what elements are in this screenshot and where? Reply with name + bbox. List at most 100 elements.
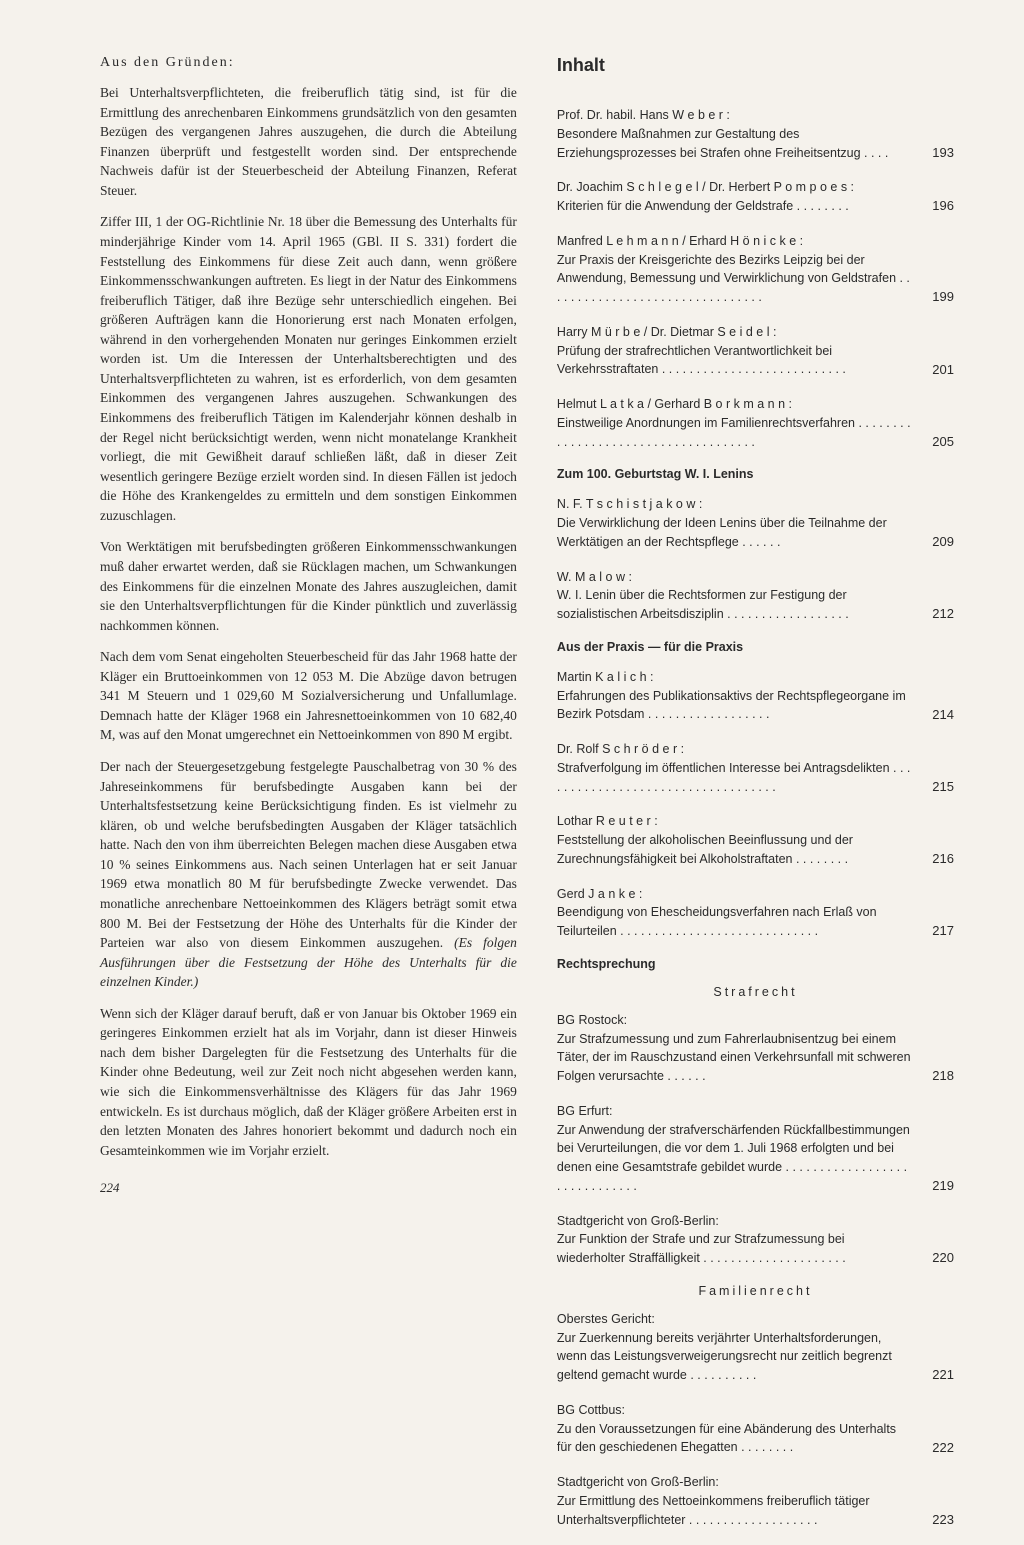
toc-description: Zur Strafzumessung und zum Fahrerlaubnis… (557, 1030, 914, 1086)
toc-author: Dr. Joachim S c h l e g e l / Dr. Herber… (557, 178, 914, 197)
toc-author: W. M a l o w : (557, 568, 914, 587)
toc-description: Zur Funktion der Strafe und zur Strafzum… (557, 1230, 914, 1268)
toc-group: Prof. Dr. habil. Hans W e b e r :Besonde… (557, 106, 954, 451)
toc-page-number: 218 (914, 1066, 954, 1086)
toc-group: Oberstes Gericht:Zur Zuerkennung bereits… (557, 1310, 954, 1530)
toc-section-heading: Aus der Praxis — für die Praxis (557, 640, 954, 654)
toc-entry-text: Gerd J a n k e :Beendigung von Ehescheid… (557, 885, 914, 941)
toc-description: Kriterien für die Anwendung der Geldstra… (557, 197, 914, 216)
toc-entry-text: Stadtgericht von Groß-Berlin:Zur Funktio… (557, 1212, 914, 1268)
toc-entry-text: BG Erfurt:Zur Anwendung der strafverschä… (557, 1102, 914, 1196)
toc-entry: BG Cottbus:Zu den Voraussetzungen für ei… (557, 1401, 954, 1457)
paragraph: Bei Unterhaltsverpflichteten, die freibe… (100, 83, 517, 200)
toc-page-number: 221 (914, 1365, 954, 1385)
toc-entry-text: Prof. Dr. habil. Hans W e b e r :Besonde… (557, 106, 914, 162)
toc-entry-text: Oberstes Gericht:Zur Zuerkennung bereits… (557, 1310, 914, 1385)
toc-page-number: 193 (914, 143, 954, 163)
toc-page-number: 212 (914, 604, 954, 624)
toc-description: Erfahrungen des Publikationsaktivs der R… (557, 687, 914, 725)
toc-description: Prüfung der strafrechtlichen Verantwortl… (557, 342, 914, 380)
toc-entry-text: W. M a l o w :W. I. Lenin über die Recht… (557, 568, 914, 624)
toc-entry-text: Dr. Rolf S c h r ö d e r :Strafverfolgun… (557, 740, 914, 796)
toc-author: BG Rostock: (557, 1011, 914, 1030)
toc-entry: Helmut L a t k a / Gerhard B o r k m a n… (557, 395, 954, 451)
paragraph: Wenn sich der Kläger darauf beruft, daß … (100, 1004, 517, 1161)
toc-subsection-heading: Strafrecht (557, 985, 954, 999)
toc-author: Stadtgericht von Groß-Berlin: (557, 1473, 914, 1492)
page-number: 224 (100, 1180, 517, 1196)
toc-entry-text: Martin K a l i c h :Erfahrungen des Publ… (557, 668, 914, 724)
paragraph-text: Der nach der Steuergesetzgebung festgele… (100, 759, 517, 950)
toc-entry: Manfred L e h m a n n / Erhard H ö n i c… (557, 232, 954, 307)
toc-entry: Dr. Joachim S c h l e g e l / Dr. Herber… (557, 178, 954, 216)
toc-author: Oberstes Gericht: (557, 1310, 914, 1329)
page-content: Aus den Gründen: Bei Unterhaltsverpflich… (100, 55, 954, 1545)
toc-description: Besondere Maßnahmen zur Gestaltung des E… (557, 125, 914, 163)
toc-subsection-heading: Familienrecht (557, 1284, 954, 1298)
toc-description: Einstweilige Anordnungen im Familienrech… (557, 414, 914, 452)
toc-description: Strafverfolgung im öffentlichen Interess… (557, 759, 914, 797)
toc-author: Helmut L a t k a / Gerhard B o r k m a n… (557, 395, 914, 414)
toc-entry: N. F. T s c h i s t j a k o w :Die Verwi… (557, 495, 954, 551)
toc-entry-text: N. F. T s c h i s t j a k o w :Die Verwi… (557, 495, 914, 551)
toc-description: Beendigung von Ehescheidungsverfahren na… (557, 903, 914, 941)
toc-entry-text: Manfred L e h m a n n / Erhard H ö n i c… (557, 232, 914, 307)
toc-group: BG Rostock:Zur Strafzumessung und zum Fa… (557, 1011, 954, 1268)
toc-author: Gerd J a n k e : (557, 885, 914, 904)
toc-entry: W. M a l o w :W. I. Lenin über die Recht… (557, 568, 954, 624)
right-column: Inhalt Prof. Dr. habil. Hans W e b e r :… (557, 55, 954, 1545)
paragraph: Der nach der Steuergesetzgebung festgele… (100, 757, 517, 992)
toc-entry-text: BG Cottbus:Zu den Voraussetzungen für ei… (557, 1401, 914, 1457)
toc-author: Lothar R e u t e r : (557, 812, 914, 831)
toc-author: BG Cottbus: (557, 1401, 914, 1420)
toc-description: Zur Zuerkennung bereits verjährter Unter… (557, 1329, 914, 1385)
toc-entry-text: Harry M ü r b e / Dr. Dietmar S e i d e … (557, 323, 914, 379)
toc-entry: BG Rostock:Zur Strafzumessung und zum Fa… (557, 1011, 954, 1086)
toc-description: Zur Anwendung der strafverschärfenden Rü… (557, 1121, 914, 1196)
toc-page-number: 209 (914, 532, 954, 552)
section-heading: Aus den Gründen: (100, 55, 517, 71)
toc-author: Stadtgericht von Groß-Berlin: (557, 1212, 914, 1231)
toc-author: Martin K a l i c h : (557, 668, 914, 687)
toc-description: Feststellung der alkoholischen Beeinflus… (557, 831, 914, 869)
toc-author: Prof. Dr. habil. Hans W e b e r : (557, 106, 914, 125)
toc-page-number: 222 (914, 1438, 954, 1458)
toc-author: Dr. Rolf S c h r ö d e r : (557, 740, 914, 759)
toc-entry: Gerd J a n k e :Beendigung von Ehescheid… (557, 885, 954, 941)
toc-entry-text: Stadtgericht von Groß-Berlin:Zur Ermittl… (557, 1473, 914, 1529)
toc-title: Inhalt (557, 55, 954, 76)
toc-description: Zur Praxis der Kreisgerichte des Bezirks… (557, 251, 914, 307)
toc-entry: Stadtgericht von Groß-Berlin:Zur Ermittl… (557, 1473, 954, 1529)
toc-author: Harry M ü r b e / Dr. Dietmar S e i d e … (557, 323, 914, 342)
toc-page-number: 220 (914, 1248, 954, 1268)
toc-entry: BG Erfurt:Zur Anwendung der strafverschä… (557, 1102, 954, 1196)
paragraph: Nach dem vom Senat eingeholten Steuerbes… (100, 647, 517, 745)
toc-entry: Oberstes Gericht:Zur Zuerkennung bereits… (557, 1310, 954, 1385)
toc-group: Martin K a l i c h :Erfahrungen des Publ… (557, 668, 954, 941)
toc-page-number: 217 (914, 921, 954, 941)
toc-page-number: 223 (914, 1510, 954, 1530)
toc-section-heading: Zum 100. Geburtstag W. I. Lenins (557, 467, 954, 481)
toc-group: N. F. T s c h i s t j a k o w :Die Verwi… (557, 495, 954, 624)
toc-entry: Dr. Rolf S c h r ö d e r :Strafverfolgun… (557, 740, 954, 796)
paragraph: Ziffer III, 1 der OG-Richtlinie Nr. 18 ü… (100, 212, 517, 525)
toc-author: BG Erfurt: (557, 1102, 914, 1121)
toc-page-number: 214 (914, 705, 954, 725)
toc-author: N. F. T s c h i s t j a k o w : (557, 495, 914, 514)
toc-description: Zu den Voraussetzungen für eine Abänderu… (557, 1420, 914, 1458)
toc-page-number: 196 (914, 196, 954, 216)
toc-entry: Prof. Dr. habil. Hans W e b e r :Besonde… (557, 106, 954, 162)
toc-entry: Lothar R e u t e r :Feststellung der alk… (557, 812, 954, 868)
toc-description: Zur Ermittlung des Nettoeinkommens freib… (557, 1492, 914, 1530)
toc-entry: Stadtgericht von Groß-Berlin:Zur Funktio… (557, 1212, 954, 1268)
toc-description: W. I. Lenin über die Rechtsformen zur Fe… (557, 586, 914, 624)
paragraph: Von Werktätigen mit berufsbedingten größ… (100, 537, 517, 635)
toc-page-number: 216 (914, 849, 954, 869)
left-column: Aus den Gründen: Bei Unterhaltsverpflich… (100, 55, 522, 1545)
toc-author: Manfred L e h m a n n / Erhard H ö n i c… (557, 232, 914, 251)
toc-entry: Martin K a l i c h :Erfahrungen des Publ… (557, 668, 954, 724)
toc-page-number: 199 (914, 287, 954, 307)
toc-page-number: 219 (914, 1176, 954, 1196)
toc-page-number: 215 (914, 777, 954, 797)
toc-page-number: 205 (914, 432, 954, 452)
